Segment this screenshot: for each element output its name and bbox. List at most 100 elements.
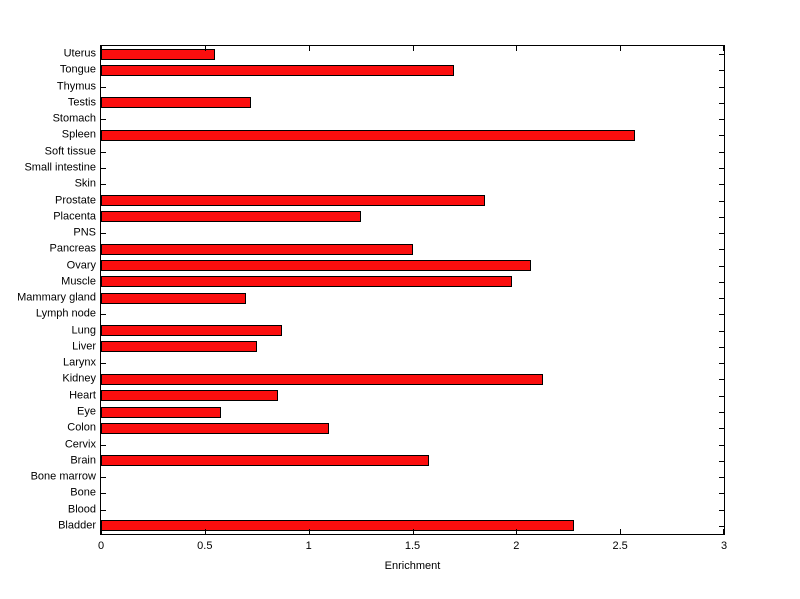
y-tick-label-pancreas: Pancreas [49, 242, 96, 255]
y-tick-right-brain [719, 461, 724, 462]
y-tick-right-bone-marrow [719, 477, 724, 478]
y-tick-left-bone-marrow [101, 477, 106, 478]
y-tick-label-tongue: Tongue [59, 63, 96, 76]
bar-spleen [101, 130, 635, 141]
x-tick-bottom-2 [516, 529, 517, 534]
y-tick-label-prostate: Prostate [55, 194, 96, 207]
y-tick-label-muscle: Muscle [61, 275, 96, 288]
bar-eye [101, 407, 221, 418]
y-tick-label-testis: Testis [67, 96, 96, 109]
x-tick-top-2 [516, 46, 517, 51]
y-tick-label-pns: PNS [73, 226, 96, 239]
x-tick-label-0: 0 [97, 540, 105, 552]
y-tick-label-bone-marrow: Bone marrow [30, 470, 96, 483]
y-tick-label-brain: Brain [70, 454, 96, 467]
x-tick-bottom-2.5 [620, 529, 621, 534]
y-tick-right-mammary-gland [719, 298, 724, 299]
bar-prostate [101, 195, 485, 206]
bar-muscle [101, 276, 512, 287]
bar-lung [101, 325, 282, 336]
y-tick-left-cervix [101, 445, 106, 446]
y-tick-left-blood [101, 510, 106, 511]
bar-ovary [101, 260, 531, 271]
y-tick-left-bone [101, 493, 106, 494]
y-tick-right-lung [719, 331, 724, 332]
x-tick-top-0 [101, 46, 102, 51]
x-tick-label-2.5: 2.5 [612, 540, 628, 552]
x-tick-bottom-1 [309, 529, 310, 534]
y-tick-label-heart: Heart [69, 389, 96, 402]
y-tick-right-lymph-node [719, 314, 724, 315]
y-tick-left-pns [101, 233, 106, 234]
y-tick-label-eye: Eye [77, 405, 96, 418]
x-tick-label-2: 2 [513, 540, 520, 552]
x-tick-top-1 [309, 46, 310, 51]
bar-liver [101, 341, 257, 352]
y-tick-right-uterus [719, 54, 724, 55]
y-tick-left-stomach [101, 119, 106, 120]
y-tick-right-testis [719, 103, 724, 104]
y-tick-label-bladder: Bladder [58, 519, 96, 532]
y-tick-right-tongue [719, 70, 724, 71]
y-tick-left-soft-tissue [101, 152, 106, 153]
bar-testis [101, 97, 251, 108]
y-tick-right-skin [719, 184, 724, 185]
x-tick-label-0.5: 0.5 [197, 540, 213, 552]
y-tick-label-spleen: Spleen [61, 128, 96, 141]
y-tick-label-colon: Colon [67, 421, 96, 434]
y-tick-right-eye [719, 412, 724, 413]
x-axis-title: Enrichment [384, 560, 441, 572]
y-tick-label-uterus: Uterus [63, 47, 96, 60]
y-tick-label-lung: Lung [71, 324, 96, 337]
y-tick-right-pns [719, 233, 724, 234]
y-tick-right-muscle [719, 282, 724, 283]
x-tick-bottom-0 [101, 529, 102, 534]
y-tick-right-placenta [719, 217, 724, 218]
y-tick-right-blood [719, 510, 724, 511]
x-tick-top-2.5 [620, 46, 621, 51]
y-tick-label-soft-tissue: Soft tissue [44, 145, 96, 158]
y-tick-label-small-intestine: Small intestine [24, 161, 96, 174]
y-tick-label-mammary-gland: Mammary gland [17, 291, 96, 304]
bar-brain [101, 455, 429, 466]
y-tick-label-blood: Blood [67, 503, 96, 516]
x-tick-top-1.5 [413, 46, 414, 51]
y-tick-right-cervix [719, 445, 724, 446]
bar-colon [101, 423, 329, 434]
y-tick-left-larynx [101, 363, 106, 364]
y-tick-right-heart [719, 396, 724, 397]
y-tick-right-spleen [719, 135, 724, 136]
x-tick-label-1: 1 [305, 540, 312, 552]
bar-heart [101, 390, 278, 401]
y-tick-label-placenta: Placenta [53, 210, 96, 223]
y-tick-right-stomach [719, 119, 724, 120]
x-tick-top-3 [723, 46, 724, 51]
y-tick-right-bladder [719, 526, 724, 527]
y-tick-right-kidney [719, 379, 724, 380]
y-tick-label-ovary: Ovary [66, 259, 96, 272]
y-tick-right-bone [719, 493, 724, 494]
y-tick-label-stomach: Stomach [52, 112, 96, 125]
y-tick-label-lymph-node: Lymph node [35, 307, 96, 320]
y-tick-left-thymus [101, 87, 106, 88]
x-tick-bottom-3 [723, 529, 724, 534]
y-tick-label-bone: Bone [70, 486, 96, 499]
bar-mammary-gland [101, 293, 246, 304]
y-tick-label-cervix: Cervix [64, 438, 96, 451]
y-tick-right-liver [719, 347, 724, 348]
y-tick-left-lymph-node [101, 314, 106, 315]
y-tick-label-liver: Liver [72, 340, 96, 353]
y-tick-label-larynx: Larynx [62, 356, 96, 369]
y-tick-right-prostate [719, 201, 724, 202]
bar-pancreas [101, 244, 413, 255]
y-tick-label-thymus: Thymus [56, 80, 96, 93]
plot-area [100, 45, 725, 535]
y-tick-right-pancreas [719, 249, 724, 250]
bar-tongue [101, 65, 454, 76]
y-tick-label-kidney: Kidney [62, 372, 96, 385]
x-tick-bottom-1.5 [413, 529, 414, 534]
y-tick-right-small-intestine [719, 168, 724, 169]
bar-bladder [101, 520, 574, 531]
y-tick-right-larynx [719, 363, 724, 364]
